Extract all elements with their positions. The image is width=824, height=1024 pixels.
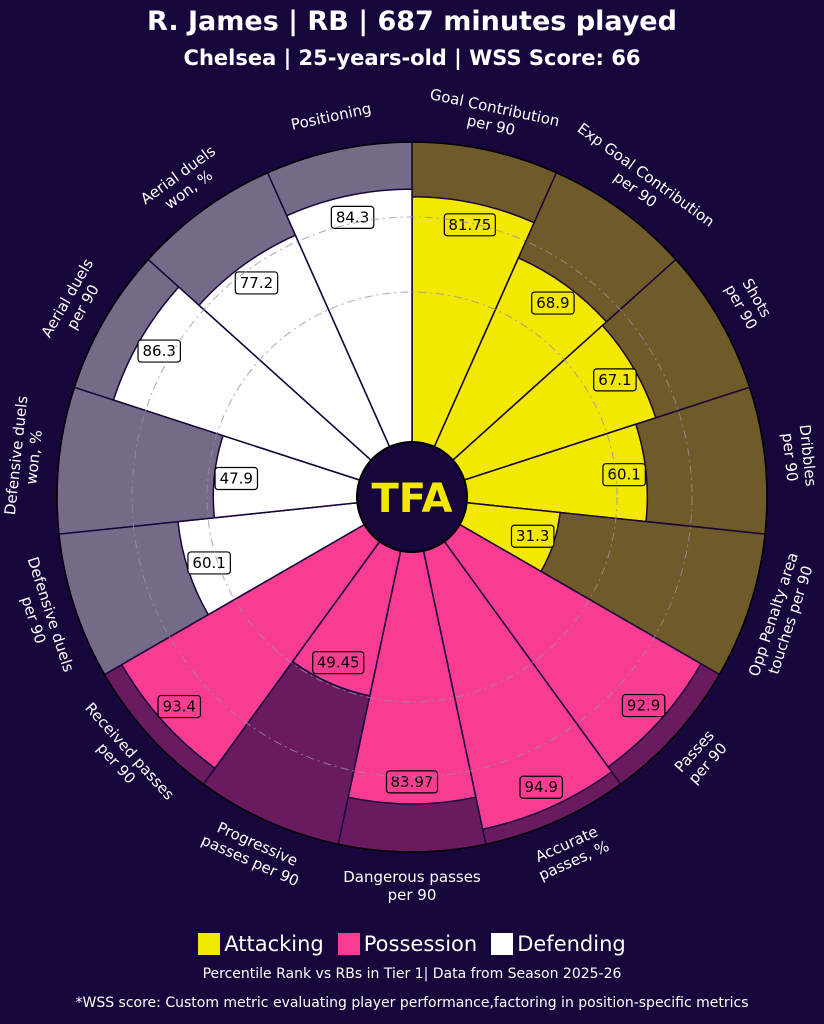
metric-label-shots-per-90: Shotsper 90 — [721, 272, 777, 332]
center-logo-circle — [356, 441, 468, 553]
legend-label-possession: Possession — [363, 932, 478, 956]
value-label-aerial-duels-per-90: 86.3 — [143, 342, 176, 360]
chart-title: R. James | RB | 687 minutes played — [147, 6, 677, 37]
value-label-opp-penalty-area-touches-per-90: 31.3 — [516, 527, 549, 545]
value-label-progressive-passes-per-90: 49.45 — [317, 654, 360, 672]
metric-label-goal-contribution-per-90: Goal Contributionper 90 — [425, 85, 562, 148]
value-label-accurate-passes: 94.9 — [525, 778, 558, 796]
value-label-received-passes-per-90: 93.4 — [163, 698, 196, 716]
metric-label-defensive-duels-won: Defensive duelswon, % — [1, 395, 49, 518]
metric-label-accurate-passes: Accuratepasses, % — [529, 821, 612, 884]
center-logo-text: TFA — [372, 476, 453, 522]
metric-label-passes-per-90: Passesper 90 — [671, 726, 731, 788]
value-box-accurate-passes — [519, 775, 564, 799]
metric-label-dribbles-per-90: Dribblesper 90 — [778, 424, 820, 490]
value-box-opp-penalty-area-touches-per-90 — [510, 524, 555, 548]
value-label-positioning: 84.3 — [336, 208, 369, 226]
value-box-passes-per-90 — [621, 693, 666, 718]
value-label-passes-per-90: 92.9 — [627, 697, 660, 715]
reference-ring-2 — [131, 216, 693, 778]
metric-label-dangerous-passes-per-90: Dangerous passes per 90 — [343, 868, 481, 904]
value-label-defensive-duels-won: 47.9 — [220, 470, 253, 488]
value-box-defensive-duels-won — [214, 466, 259, 491]
value-box-goal-contribution-per-90 — [443, 213, 496, 237]
value-box-positioning — [330, 205, 375, 229]
footnote-percentile: Percentile Rank vs RBs in Tier 1| Data f… — [202, 966, 622, 982]
value-label-exp-goal-contribution-per-90: 68.9 — [536, 294, 569, 312]
legend-swatch-attacking — [198, 933, 221, 955]
value-box-received-passes-per-90 — [157, 694, 202, 719]
value-label-aerial-duels-won: 77.2 — [240, 274, 273, 292]
value-box-aerial-duels-won — [234, 271, 279, 295]
legend-item-possession: Possession — [337, 932, 478, 956]
value-box-dribbles-per-90 — [602, 463, 646, 487]
value-label-defensive-duels-per-90: 60.1 — [192, 554, 225, 572]
chart-subtitle: Chelsea | 25-years-old | WSS Score: 66 — [183, 46, 641, 70]
legend-label-defending: Defending — [517, 932, 626, 956]
value-label-dangerous-passes-per-90: 83.97 — [391, 773, 434, 791]
value-label-goal-contribution-per-90: 81.75 — [448, 216, 491, 234]
reference-ring-1 — [206, 291, 618, 703]
legend-item-attacking: Attacking — [198, 932, 324, 956]
legend-swatch-possession — [337, 933, 360, 955]
value-box-progressive-passes-per-90 — [312, 651, 365, 675]
legend-swatch-defending — [491, 933, 514, 955]
legend: Attacking Possession Defending — [0, 932, 824, 956]
legend-label-attacking: Attacking — [224, 932, 324, 956]
legend-item-defending: Defending — [491, 932, 626, 956]
outer-ring — [56, 141, 768, 853]
value-box-shots-per-90 — [593, 368, 637, 392]
footnote-wss: *WSS score: Custom metric evaluating pla… — [75, 995, 749, 1011]
value-box-exp-goal-contribution-per-90 — [531, 291, 575, 315]
value-label-shots-per-90: 67.1 — [598, 371, 631, 389]
value-label-dribbles-per-90: 60.1 — [607, 466, 640, 484]
metric-label-positioning: Positioning — [289, 99, 373, 134]
